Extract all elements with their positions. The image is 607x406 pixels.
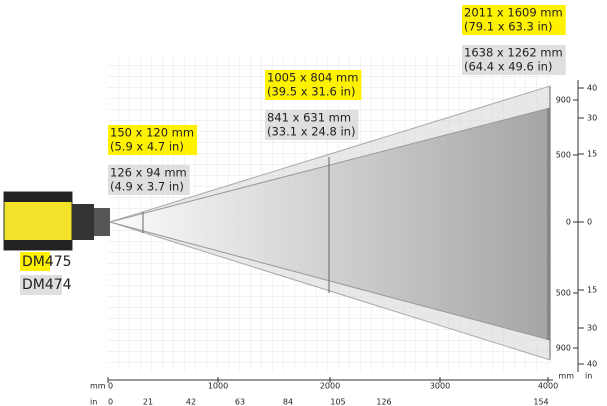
x-tick-label: 4000 — [538, 382, 558, 391]
label-bg — [265, 70, 362, 100]
label-bg — [265, 110, 359, 140]
fov-in: (64.4 x 49.6 in) — [464, 60, 552, 74]
x-tick-label: 0 — [108, 398, 113, 406]
model-label: DM475 — [22, 254, 72, 270]
camera — [3, 191, 110, 251]
x-tick-label: 1000 — [208, 382, 228, 391]
label-bg — [462, 5, 566, 35]
fov-in: (39.5 x 31.6 in) — [267, 85, 355, 99]
x-unit: mm — [90, 382, 106, 391]
x-tick-label: 21 — [143, 398, 153, 406]
model-bg — [20, 275, 62, 295]
fov-mm: 126 x 94 mm — [110, 166, 187, 180]
y-tick-label: 500 — [556, 151, 571, 160]
fov-mm: 1005 x 804 mm — [267, 71, 358, 85]
fov-in: (79.1 x 63.3 in) — [464, 20, 552, 34]
fov-mm: 150 x 120 mm — [110, 126, 194, 140]
x-tick-label: 105 — [330, 398, 345, 406]
model-bg — [20, 252, 50, 271]
label-bg — [108, 125, 198, 155]
x-tick-label: 154 — [533, 398, 548, 406]
x-tick-label: 126 — [376, 398, 391, 406]
x-tick-label: 2000 — [320, 382, 340, 391]
y-tick-label: 40 — [587, 84, 597, 93]
y-unit: mm — [558, 372, 574, 381]
y-tick-label: 900 — [556, 344, 571, 353]
x-unit: in — [90, 398, 97, 406]
x-tick-label: 63 — [235, 398, 245, 406]
fov-in: (33.1 x 24.8 in) — [267, 125, 355, 139]
x-tick-label: 3000 — [430, 382, 450, 391]
y-tick-label: 15 — [587, 286, 597, 295]
y-tick-label: 900 — [556, 96, 571, 105]
x-tick-label: 84 — [283, 398, 293, 406]
y-tick-label: 0 — [566, 218, 571, 227]
dimension-arrows — [142, 87, 551, 359]
y-unit: in — [585, 372, 592, 381]
fov-mm: 841 x 631 mm — [267, 111, 351, 125]
label-bg — [108, 165, 190, 195]
y-tick-label: 30 — [587, 114, 597, 123]
fov-in: (4.9 x 3.7 in) — [110, 180, 184, 194]
fov-mm: 1638 x 1262 mm — [464, 46, 563, 60]
model-label: DM474 — [22, 277, 72, 293]
x-tick-label: 0 — [108, 382, 113, 391]
fov-mm: 2011 x 1609 mm — [464, 6, 563, 20]
y-tick-label: 30 — [587, 324, 597, 333]
y-tick-label: 15 — [587, 150, 597, 159]
y-tick-label: 0 — [587, 218, 592, 227]
y-tick-label: 500 — [556, 289, 571, 298]
y-tick-label: 40 — [587, 360, 597, 369]
label-bg — [462, 45, 566, 75]
fov-in: (5.9 x 4.7 in) — [110, 140, 184, 154]
x-tick-label: 42 — [186, 398, 196, 406]
